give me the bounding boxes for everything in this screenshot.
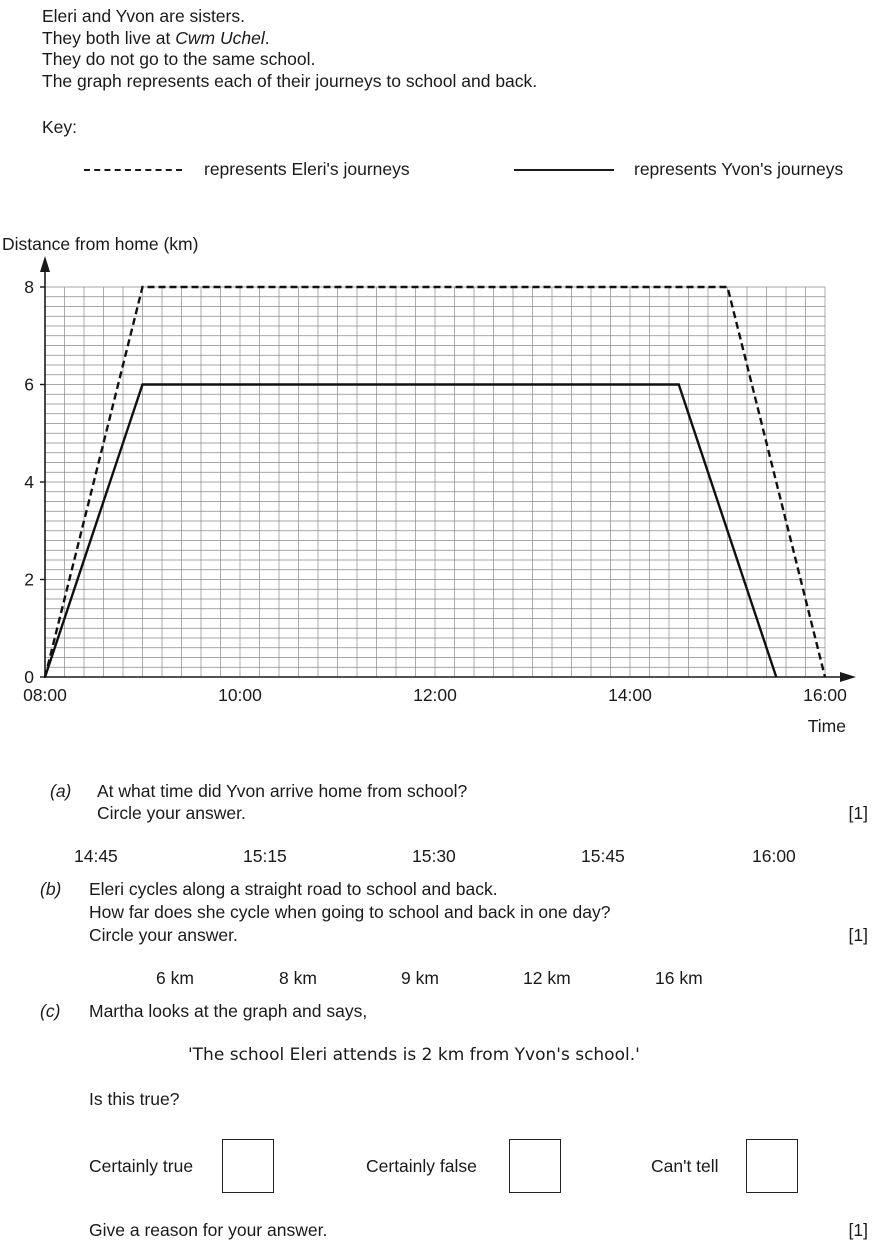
martha-quote: 'The school Eleri attends is 2 km from Y… (188, 1045, 640, 1065)
question-b-text-1: Eleri cycles along a straight road to sc… (89, 879, 498, 899)
answer-option-a-1[interactable]: 14:45 (74, 846, 118, 866)
reason-prompt: Give a reason for your answer. (89, 1220, 328, 1240)
answer-option-b-4[interactable]: 12 km (523, 968, 571, 988)
x-tick-label: 16:00 (803, 685, 847, 705)
question-a-mark: [1] (848, 803, 868, 823)
choice-certainly-true-label: Certainly true (89, 1156, 194, 1176)
answer-option-b-3[interactable]: 9 km (401, 968, 439, 988)
question-c-text: Martha looks at the graph and says, (89, 1001, 368, 1021)
question-c-question: Is this true? (89, 1089, 180, 1109)
question-a-label: (a) (50, 781, 72, 801)
series-line-yvon (43, 383, 778, 678)
distance-time-chart: 0 2 4 6 8 08:00 10:00 12:00 14:00 16:00 Distance f… (0, 230, 874, 750)
intro-line-4: The graph represents each of their journ… (42, 70, 538, 91)
x-tick-label: 14:00 (608, 685, 652, 705)
answer-option-a-4[interactable]: 15:45 (581, 846, 625, 866)
question-a-instruction: Circle your answer. (97, 803, 246, 823)
answer-option-a-2[interactable]: 15:15 (243, 846, 287, 866)
series-line-eleri (43, 285, 827, 678)
y-axis-arrow (40, 256, 50, 272)
x-axis-arrow (840, 672, 856, 682)
x-tick-label: 12:00 (413, 685, 457, 705)
chart-grid (44, 286, 826, 678)
choice-certainly-false-box[interactable] (509, 1139, 561, 1193)
place-name: Cwm Uchel (175, 27, 265, 48)
y-tick-label: 0 (24, 667, 34, 687)
y-tick-label: 2 (24, 570, 34, 590)
x-tick-label: 10:00 (218, 685, 262, 705)
key-solid-line (514, 169, 614, 171)
choice-cant-tell-box[interactable] (746, 1139, 798, 1193)
intro-line-1: Eleri and Yvon are sisters. (42, 6, 245, 26)
answer-option-b-1[interactable]: 6 km (156, 968, 194, 988)
y-tick-label: 6 (24, 375, 34, 395)
question-b-instruction: Circle your answer. (89, 925, 238, 945)
key-dashed-line (84, 169, 182, 171)
choice-certainly-true-box[interactable] (222, 1139, 274, 1193)
intro-line-3: They do not go to the same school. (42, 49, 316, 69)
intro-line-2-suffix: . (264, 27, 270, 48)
answer-option-a-3[interactable]: 15:30 (412, 846, 456, 866)
question-b-label: (b) (40, 879, 62, 899)
y-tick-label: 4 (24, 472, 34, 492)
intro-line-2: They both live at Cwm Uchel. (42, 28, 537, 50)
question-c-mark: [1] (848, 1220, 868, 1240)
answer-option-b-2[interactable]: 8 km (279, 968, 317, 988)
y-axis-label: Distance from home (km) (2, 234, 198, 254)
choice-certainly-false-label: Certainly false (366, 1156, 477, 1176)
intro-text: Eleri and Yvon are sisters. They both li… (42, 6, 537, 92)
question-c-label: (c) (40, 1001, 61, 1021)
question-a-text: At what time did Yvon arrive home from s… (97, 781, 468, 801)
y-tick-label: 8 (24, 277, 34, 297)
answer-option-b-5[interactable]: 16 km (655, 968, 703, 988)
x-axis-label: Time (808, 716, 846, 736)
chart-svg: 0 2 4 6 8 08:00 10:00 12:00 14:00 16:00 Distance f… (2, 234, 856, 736)
answer-option-a-5[interactable]: 16:00 (752, 846, 796, 866)
question-b-text-2: How far does she cycle when going to sch… (89, 902, 611, 922)
choice-cant-tell-label: Can't tell (651, 1156, 719, 1176)
x-tick-label: 08:00 (23, 685, 67, 705)
key-yvon-label: represents Yvon's journeys (634, 159, 844, 179)
intro-line-2-prefix: They both live at (42, 27, 176, 48)
key-eleri-label: represents Eleri's journeys (204, 159, 410, 179)
question-b-mark: [1] (848, 925, 868, 945)
key-title: Key: (42, 117, 78, 137)
